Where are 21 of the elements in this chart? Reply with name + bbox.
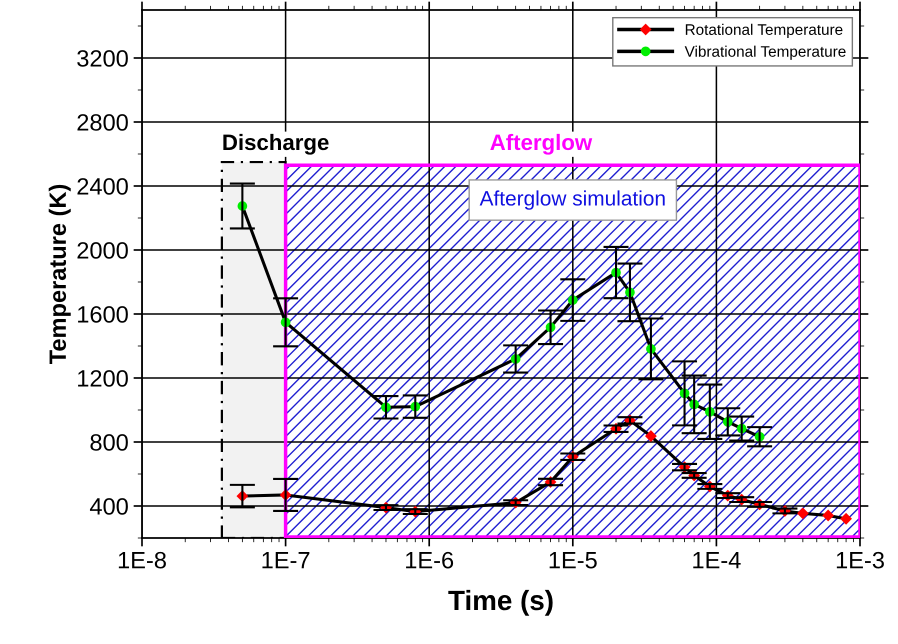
y-axis-title: Temperature (K) — [48, 184, 71, 364]
y-tick-label: 3200 — [77, 50, 128, 67]
x-tick-label: 1E-4 — [693, 552, 741, 568]
annotation: Afterglow simulation — [480, 190, 665, 210]
y-tick-label: 1600 — [78, 306, 128, 323]
band-label: Discharge — [223, 134, 329, 155]
legend-label: Vibrational Temperature — [684, 46, 846, 60]
x-tick-label: 1E-3 — [836, 552, 884, 569]
band-label: Afterglow — [490, 134, 592, 155]
y-tick-label: 800 — [90, 434, 128, 451]
y-tick-label: 400 — [90, 498, 128, 515]
y-tick-label: 2800 — [77, 114, 128, 131]
y-tick-label: 2400 — [77, 178, 128, 195]
x-tick-label: 1E-7 — [262, 552, 310, 568]
legend-label: Rotational Temperature — [686, 24, 842, 38]
x-axis-title: Time (s) — [448, 590, 553, 616]
y-tick-label: 2000 — [77, 242, 128, 259]
x-tick-label: 1E-6 — [406, 552, 454, 569]
x-tick-label: 1E-8 — [118, 552, 166, 569]
y-tick-label: 1200 — [78, 370, 128, 387]
x-tick-label: 1E-5 — [550, 552, 597, 569]
